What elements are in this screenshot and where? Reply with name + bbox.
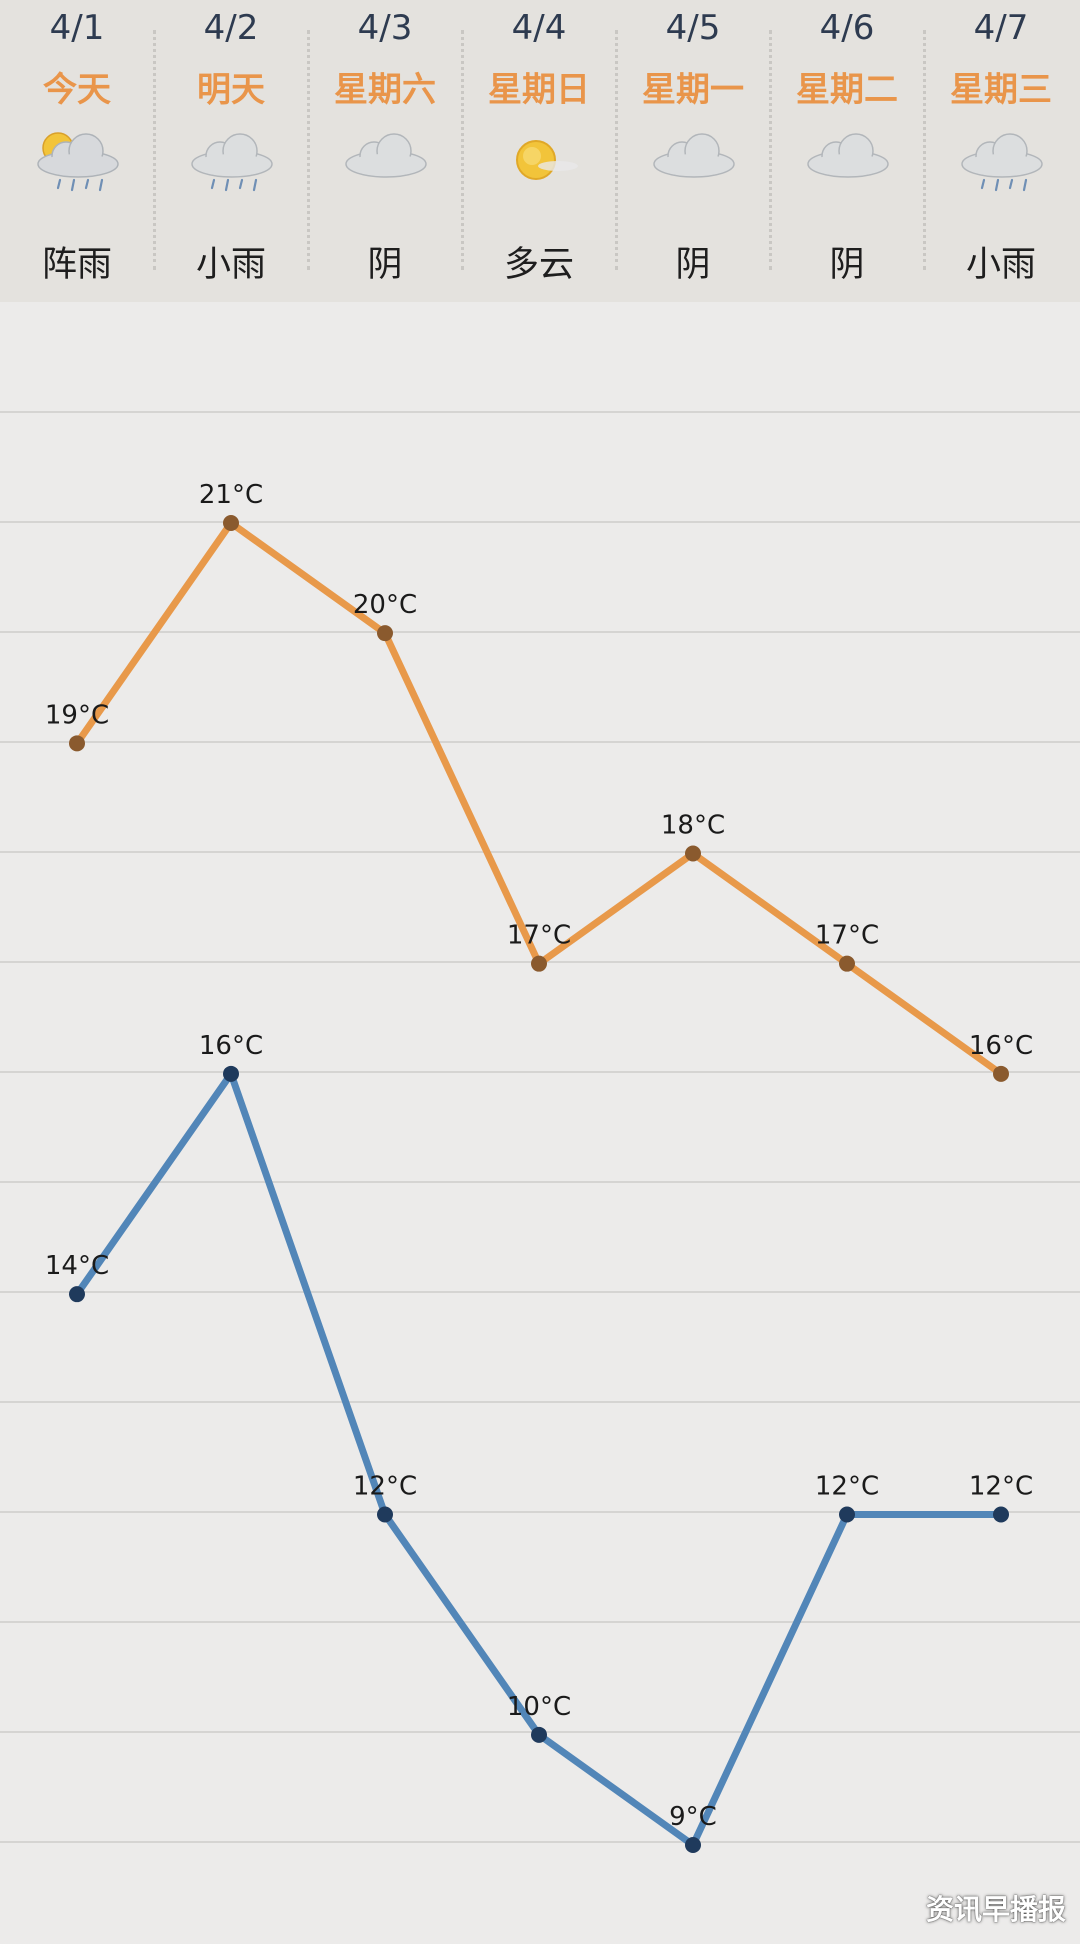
shower-icon — [30, 118, 126, 198]
overcast-icon — [646, 118, 742, 198]
forecast-day-5[interactable]: 4/5 星期一 阴 — [616, 0, 770, 302]
low-temperature-label: 16°C — [199, 1031, 263, 1061]
forecast-weekday: 星期日 — [488, 70, 590, 110]
column-separator — [461, 30, 464, 270]
forecast-date: 4/2 — [203, 8, 259, 48]
low-temperature-label: 12°C — [969, 1472, 1033, 1502]
high-temperature-label: 16°C — [969, 1031, 1033, 1061]
low-temperature-point — [223, 1065, 239, 1082]
forecast-date: 4/3 — [357, 8, 413, 48]
overcast-icon — [338, 118, 434, 198]
forecast-weekday: 星期六 — [334, 70, 436, 110]
high-temperature-label: 20°C — [353, 590, 417, 620]
high-temperature-point — [377, 625, 393, 642]
low-temperature-label: 12°C — [815, 1472, 879, 1502]
forecast-date: 4/5 — [665, 8, 721, 48]
temperature-chart-area: 19°C 21°C 20°C 17°C 18°C 17°C 16°C 14°C 16°C 12°C… — [0, 302, 1080, 1944]
forecast-day-1[interactable]: 4/1 今天 阵雨 — [0, 0, 154, 302]
high-temperature-point — [69, 735, 85, 752]
forecast-weekday: 星期三 — [950, 70, 1052, 110]
forecast-date: 4/7 — [973, 8, 1029, 48]
forecast-condition: 阴 — [675, 245, 711, 285]
low-temperature-label: 9°C — [669, 1802, 717, 1832]
high-temperature-label: 19°C — [45, 700, 109, 730]
high-temperature-label: 18°C — [661, 811, 725, 841]
forecast-condition: 阵雨 — [41, 245, 112, 285]
low-temperature-point — [685, 1837, 701, 1853]
light-rain-icon — [954, 118, 1050, 198]
forecast-condition: 阴 — [367, 245, 403, 285]
chart-lines — [73, 519, 1005, 1849]
forecast-day-4[interactable]: 4/4 星期日 多云 — [462, 0, 616, 302]
forecast-weekday: 今天 — [43, 70, 111, 110]
low-temperature-label: 10°C — [507, 1692, 571, 1722]
forecast-weekday: 星期一 — [642, 70, 744, 110]
temperature-chart: 19°C 21°C 20°C 17°C 18°C 17°C 16°C 14°C 16°C 12°C… — [0, 411, 1080, 1853]
forecast-condition: 小雨 — [965, 245, 1036, 285]
forecast-date: 4/6 — [819, 8, 875, 48]
column-separator — [615, 30, 618, 270]
column-separator — [153, 30, 156, 270]
high-temperature-point — [531, 955, 547, 972]
high-temperature-point — [839, 955, 855, 972]
column-separator — [769, 30, 772, 270]
forecast-header: 4/1 今天 阵雨 4/2 明天 小雨 4/3 星期六 阴 4/4 星期日 多云 4/5 星期一 — [0, 0, 1080, 303]
low-temperature-point — [377, 1506, 393, 1523]
forecast-condition: 阴 — [829, 245, 865, 285]
high-temperature-label: 21°C — [199, 480, 263, 510]
high-temperature-point — [993, 1065, 1009, 1082]
high-temperature-label: 17°C — [507, 921, 571, 951]
overcast-icon — [800, 118, 896, 198]
light-rain-icon — [184, 118, 280, 198]
sunny-icon — [492, 118, 588, 198]
chart-points — [69, 515, 1009, 1853]
forecast-weekday: 明天 — [197, 70, 265, 110]
forecast-condition: 多云 — [503, 245, 574, 285]
chart-labels: 19°C 21°C 20°C 17°C 18°C 17°C 16°C 14°C 16°C 12°C… — [45, 480, 1033, 1832]
forecast-day-3[interactable]: 4/3 星期六 阴 — [308, 0, 462, 302]
forecast-day-7[interactable]: 4/7 星期三 小雨 — [924, 0, 1078, 302]
low-temperature-label: 14°C — [45, 1251, 109, 1281]
high-temperature-label: 17°C — [815, 921, 879, 951]
forecast-condition: 小雨 — [195, 245, 266, 285]
forecast-date: 4/1 — [49, 8, 105, 48]
forecast-day-2[interactable]: 4/2 明天 小雨 — [154, 0, 308, 302]
watermark: 资讯早播报 — [925, 1893, 1066, 1926]
high-temperature-line — [73, 519, 1005, 1078]
low-temperature-point — [839, 1506, 855, 1523]
high-temperature-point — [685, 845, 701, 862]
forecast-weekday: 星期二 — [796, 70, 898, 110]
column-separator — [923, 30, 926, 270]
column-separator — [307, 30, 310, 270]
low-temperature-point — [531, 1726, 547, 1743]
high-temperature-point — [223, 515, 239, 531]
forecast-day-6[interactable]: 4/6 星期二 阴 — [770, 0, 924, 302]
low-temperature-point — [69, 1286, 85, 1303]
low-temperature-label: 12°C — [353, 1472, 417, 1502]
low-temperature-point — [993, 1506, 1009, 1523]
forecast-date: 4/4 — [511, 8, 567, 48]
